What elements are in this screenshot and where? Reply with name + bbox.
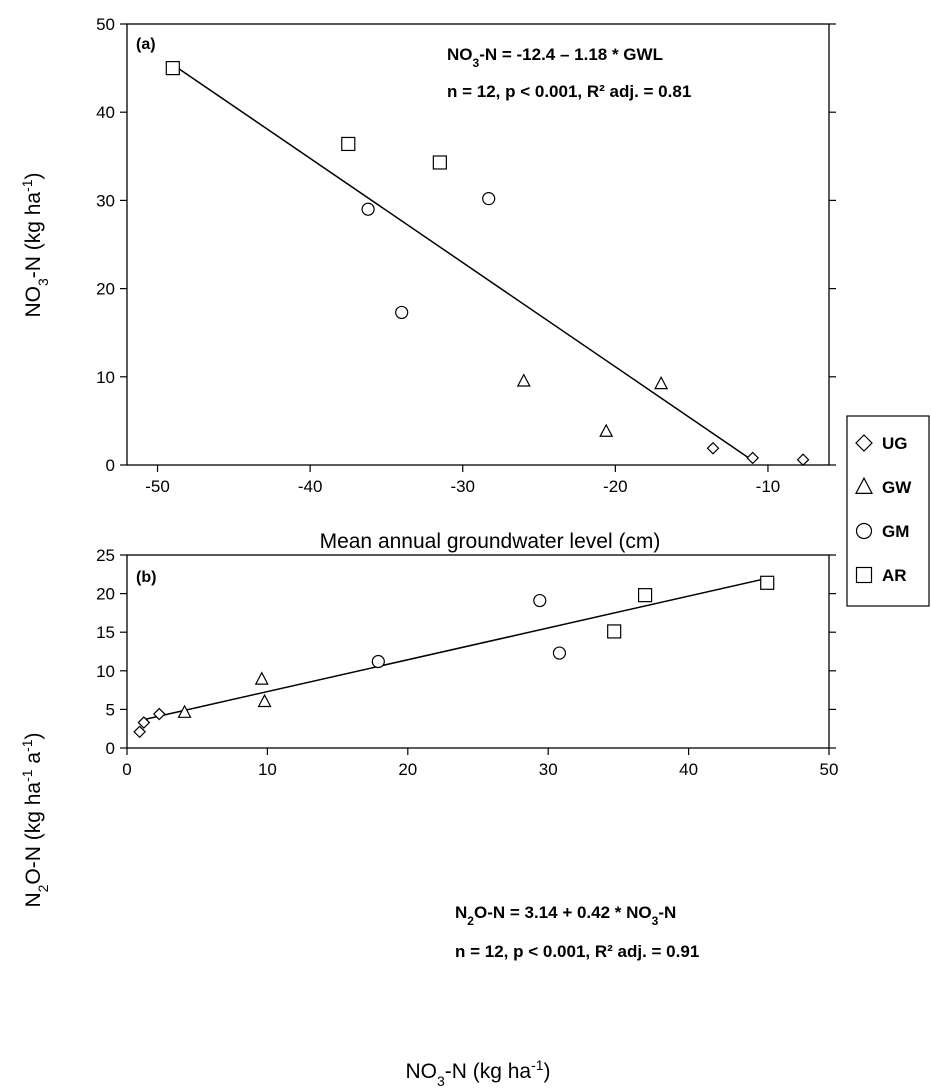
point-ug [133, 725, 146, 739]
point-gw [516, 373, 531, 387]
panel-a-ticks [120, 23, 836, 472]
point-gm [361, 202, 375, 216]
panel-a-y-axis-label: NO3-N (kg ha-1) [19, 172, 51, 317]
point-gm [395, 305, 409, 320]
y-tick-label: 30 [96, 191, 115, 210]
y-tick-label: 10 [96, 662, 115, 681]
x-tick-label: 50 [820, 760, 839, 779]
point-gw [654, 375, 669, 390]
x-tick-label: 10 [258, 760, 277, 779]
panel-b-points [133, 575, 775, 739]
x-tick-label: 40 [679, 760, 698, 779]
y-tick-label: 10 [96, 368, 115, 387]
x-tick-label: -20 [603, 477, 628, 496]
panel-b-equation: N2O-N = 3.14 + 0.42 * NO3-N [455, 903, 676, 928]
y-tick-label: 0 [106, 739, 115, 758]
panel-a-label: (a) [136, 36, 156, 53]
legend: UG GW GM AR [846, 415, 930, 607]
point-ug [152, 707, 166, 721]
panel-a-tick-labels: -50 -40 -30 -20 -10 0 10 20 30 40 50 [96, 15, 780, 496]
panel-b-regression-line [140, 578, 765, 721]
x-tick-label: 30 [539, 760, 558, 779]
panel-b-stats: n = 12, p < 0.001, R² adj. = 0.91 [455, 942, 699, 961]
point-gw [599, 423, 614, 437]
point-gm [552, 646, 567, 660]
panel-a-regression-line [172, 63, 754, 462]
x-tick-label: -30 [450, 477, 475, 496]
point-ug [137, 716, 151, 729]
legend-items: UG GW GM AR [855, 434, 912, 585]
legend-label-ug: UG [882, 434, 908, 453]
y-tick-label: 40 [96, 103, 115, 122]
panel-a-frame [126, 23, 830, 466]
x-tick-label: -40 [298, 477, 323, 496]
y-tick-label: 20 [96, 585, 115, 604]
legend-marker-gw [855, 476, 873, 494]
point-ar [637, 588, 653, 603]
point-ar [341, 136, 356, 152]
panel-a-equation: NO3-N = -12.4 – 1.18 * GWL [447, 45, 663, 70]
panel-a-stats: n = 12, p < 0.001, R² adj. = 0.81 [447, 82, 691, 101]
y-tick-label: 5 [106, 700, 115, 719]
panel-b-tick-labels: 0 10 20 30 40 50 0 5 10 15 20 25 [96, 546, 838, 779]
y-tick-label: 20 [96, 280, 115, 299]
y-tick-label: 0 [106, 456, 115, 475]
point-ar [165, 60, 180, 76]
legend-marker-ar [855, 566, 873, 584]
x-tick-label: 0 [122, 760, 131, 779]
legend-label-gw: GW [882, 478, 912, 497]
legend-label-ar: AR [882, 566, 907, 585]
panel-b: 0 10 20 30 40 50 0 5 10 15 20 25 (b) N2O-N = 3.14 +… [19, 546, 838, 1089]
point-gw [254, 671, 269, 685]
panel-b-y-axis-label: N2O-N (kg ha-1 a-1) [19, 732, 51, 907]
point-ug [796, 453, 810, 467]
y-tick-label: 15 [96, 623, 115, 642]
point-gm [371, 654, 385, 669]
panel-a-x-axis-label: Mean annual groundwater level (cm) [320, 530, 661, 553]
point-ar [760, 575, 775, 590]
legend-label-gm: GM [882, 522, 909, 541]
point-ar [607, 624, 622, 639]
point-gm [533, 593, 547, 608]
point-gw [177, 704, 192, 718]
x-tick-label: -10 [756, 477, 781, 496]
point-ug [746, 451, 760, 465]
panel-b-ticks [120, 554, 836, 755]
panel-a-points [165, 60, 810, 467]
point-gw [257, 693, 272, 708]
x-tick-label: 20 [398, 760, 417, 779]
y-tick-label: 50 [96, 15, 115, 34]
legend-marker-ug [855, 434, 873, 452]
point-ar [432, 155, 447, 170]
y-tick-label: 25 [96, 546, 115, 565]
panel-b-frame [126, 554, 830, 749]
point-gm [482, 192, 496, 206]
x-tick-label: -50 [145, 477, 170, 496]
panel-b-x-axis-label: NO3-N (kg ha-1) [405, 1057, 550, 1089]
point-ug [706, 441, 720, 455]
panel-a: -50 -40 -30 -20 -10 0 10 20 30 40 50 (a) NO3-N = -… [19, 15, 836, 553]
panel-b-label: (b) [136, 569, 156, 586]
legend-marker-gm [855, 522, 873, 540]
